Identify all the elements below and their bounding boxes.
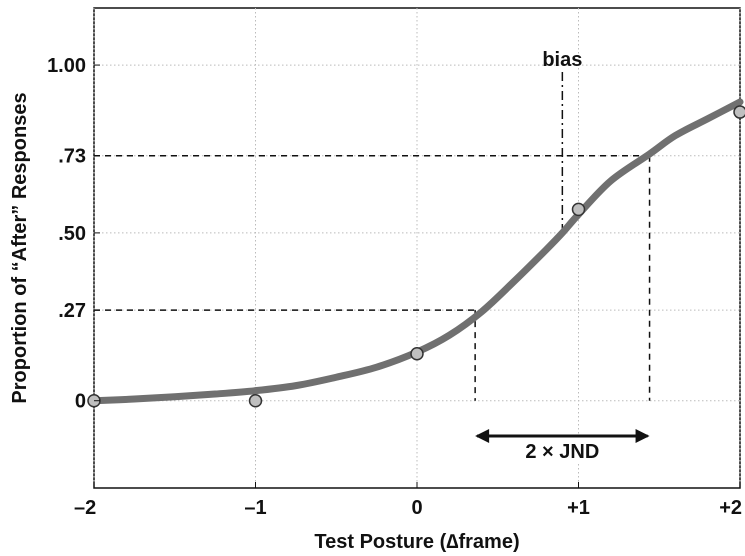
tick-labels: –2 –1 0 +1 +2 0 .27 .50 .73 1.00 [47, 55, 742, 519]
y-tick-label: 1.00 [47, 55, 86, 77]
jnd-arrow-left-head [475, 429, 490, 443]
data-point [733, 105, 745, 119]
annotations: bias 2 × JND [475, 49, 650, 464]
data-point [248, 393, 263, 408]
x-tick-label: –2 [74, 497, 96, 519]
x-tick-label: +2 [719, 497, 742, 519]
x-axis-title: Test Posture (∆frame) [314, 531, 519, 553]
bias-label: bias [542, 49, 582, 71]
y-tick-label: .73 [58, 146, 86, 168]
y-tick-label: .27 [58, 300, 86, 322]
y-tick-label: .50 [58, 223, 86, 245]
jnd-label-bg [508, 438, 617, 464]
jnd-label: 2 × JND [525, 441, 599, 463]
data-point [571, 202, 586, 217]
x-tick-label: –1 [244, 497, 266, 519]
guide-lines [94, 72, 651, 401]
data-point [410, 346, 424, 361]
gridlines [93, 8, 741, 488]
y-tick-label: 0 [75, 391, 86, 413]
fitted-curve [90, 98, 744, 405]
x-tick-label: 0 [411, 497, 422, 519]
y-axis-title: Proportion of “After” Responses [9, 92, 31, 403]
jnd-arrow-right-head [635, 429, 650, 443]
x-tick-label: +1 [567, 497, 590, 519]
